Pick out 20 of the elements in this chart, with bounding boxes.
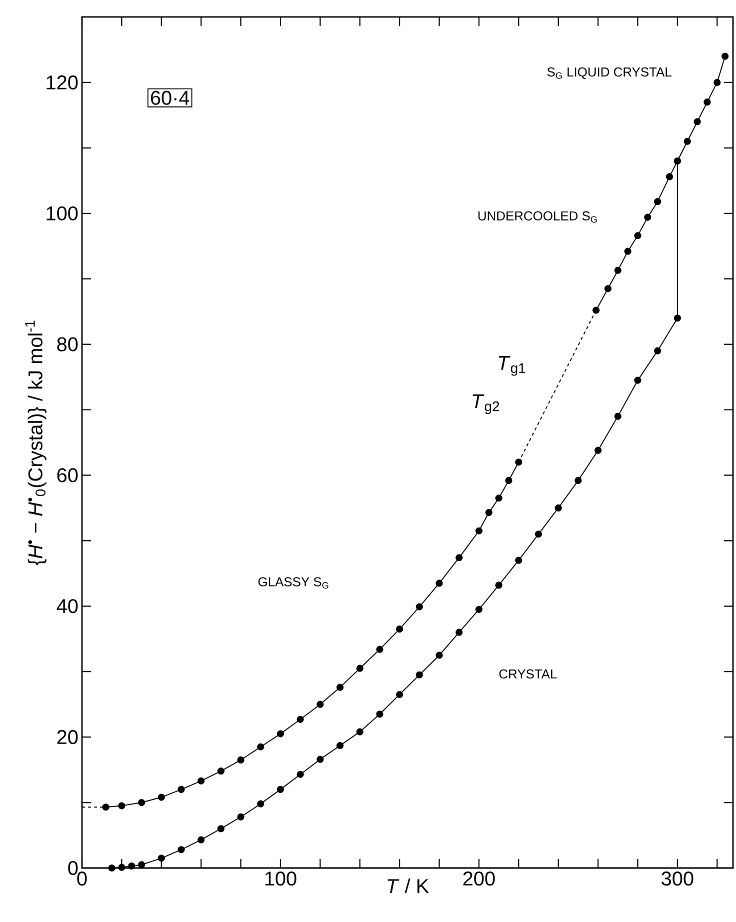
x-axis-title: T / K [388,878,429,894]
y-tick-label: 40 [56,599,78,614]
annotation: UNDERCOOLED S$_{G}$ [478,211,597,223]
y-tick-label: 0 [68,860,78,876]
x-tick-label: 0 [77,872,87,886]
y-tick-label: 60 [57,468,78,482]
y-tick-label: 80 [57,337,78,352]
annotation: S$_{G}$ LIQUID CRYSTAL [547,67,672,79]
annotation: T$_{g1}$ [498,356,526,376]
annotation: 60·4 [150,90,190,105]
x-tick-label: 100 [265,872,296,886]
annotation: GLASSY S$_{G}$ [258,577,328,589]
y-tick-label: 100 [46,206,78,220]
y-tick-label: 120 [46,75,78,90]
x-tick-label: 300 [662,872,694,886]
annotation: CRYSTAL [499,669,557,679]
x-tick-label: 200 [463,872,495,886]
y-tick-label: 20 [57,730,78,744]
annotation: T$_{g2}$ [472,394,500,414]
text: {H$^{•}$ − H$^{•}$$_{0}$(Crystal)} / kJ mol$^{-1}$ [25,320,46,566]
